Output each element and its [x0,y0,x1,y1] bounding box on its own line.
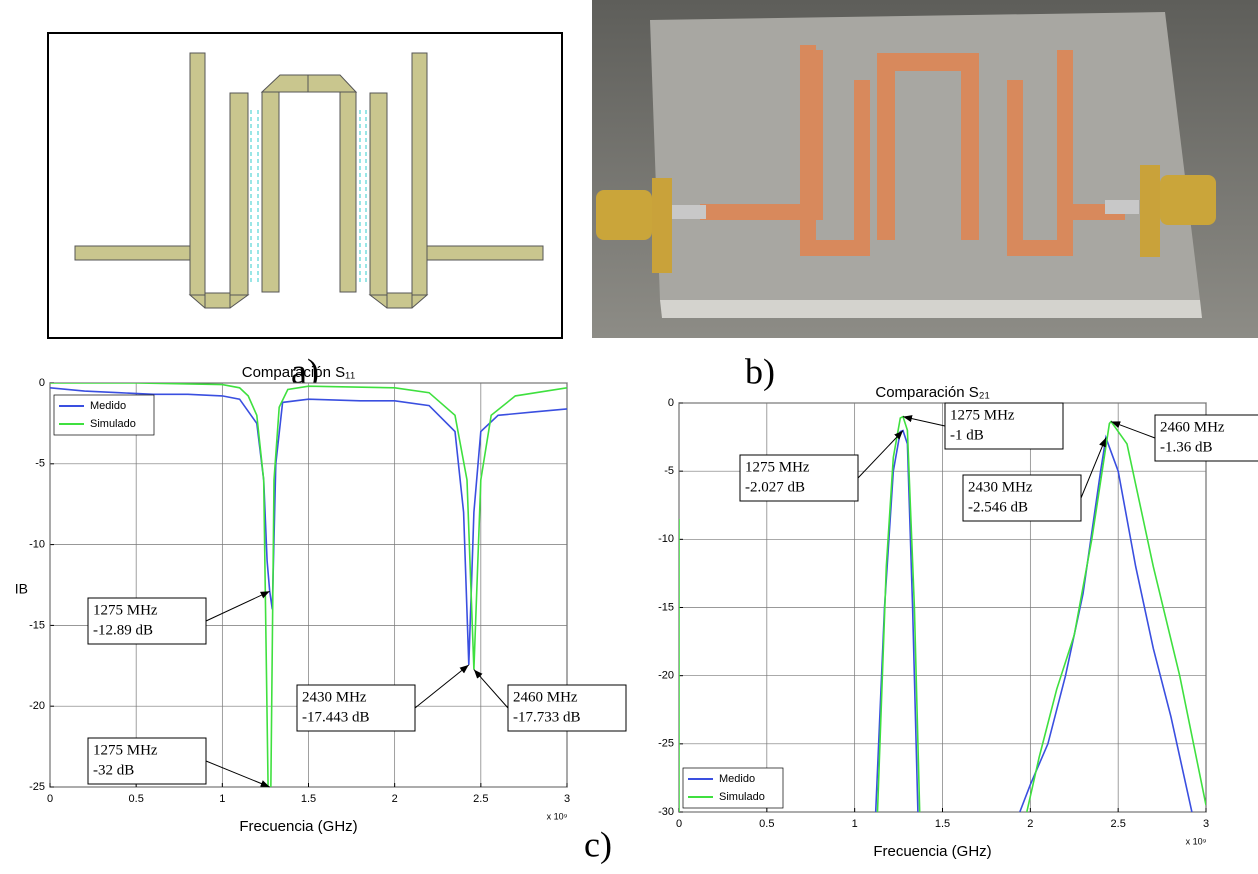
panel-label: b) [745,351,775,391]
annotation-box [296,684,416,732]
x-tick-label: 1.5 [935,818,950,830]
annotation-box [739,454,859,502]
y-tick-label: 0 [668,397,674,409]
series-line [679,415,1206,812]
x-tick-label: 1.5 [301,793,316,805]
annotation-text: 1275 MHz [950,407,1015,423]
x-tick-label: 1 [852,818,858,830]
annotation-text: -2.546 dB [968,499,1028,515]
y-tick-label: -10 [29,539,45,551]
y-tick-label: 0 [39,377,45,389]
y-axis-label: IB [15,581,28,597]
annotation-box [1154,414,1258,462]
x-axis-label: Frecuencia (GHz) [873,843,991,860]
x-tick-label: 0.5 [759,818,774,830]
legend-box [53,394,155,436]
annotation-text: -1 dB [950,427,984,443]
annotation-arrow [1110,421,1156,439]
x-tick-label: 2.5 [473,793,488,805]
annotation-text: 2430 MHz [968,479,1033,495]
annotation-text: -17.733 dB [513,709,581,725]
series-line [50,383,567,787]
annotation-text: -2.027 dB [745,479,805,495]
annotation-text: 1275 MHz [93,742,158,758]
panel-label: c) [584,824,612,864]
annotation-text: 2430 MHz [302,689,367,705]
annotation-arrow [473,669,509,709]
y-tick-label: -20 [29,700,45,712]
annotation-box [87,597,207,645]
annotation-box [507,684,627,732]
legend-box [682,767,784,809]
x-tick-label: 0 [676,818,682,830]
annotation-text: -17.443 dB [302,709,370,725]
legend-label: Simulado [719,791,765,803]
y-tick-label: -15 [658,601,674,613]
x-tick-label: 0.5 [129,793,144,805]
chart-title: Comparación S₁₁ [242,364,356,381]
x-tick-label: 2.5 [1111,818,1126,830]
annotation-text: 1275 MHz [745,459,810,475]
x-tick-label: 2 [392,793,398,805]
y-tick-label: -10 [658,533,674,545]
series-line [50,387,567,665]
annotation-box [962,474,1082,522]
y-tick-label: -30 [658,806,674,818]
annotation-arrow [205,590,270,622]
annotation-box [87,737,207,785]
x-axis-label: Frecuencia (GHz) [239,818,357,835]
annotation-text: 1275 MHz [93,602,158,618]
chart: 0-5-10-15-20-250 0.5 1 1.5 2 2.5 3Comparación … [15,364,627,835]
y-tick-label: -25 [658,738,674,750]
annotation-text: -1.36 dB [1160,439,1213,455]
chart: 0-5-10-15-20-25-300 0.5 1 1.5 2 2.5 3Comparaci… [658,384,1258,860]
photo [592,0,1258,338]
y-tick-label: -5 [664,465,674,477]
annotation-box [944,402,1064,450]
x-tick-label: 3 [564,793,570,805]
chart-title: Comparación S₂₁ [875,384,989,401]
legend-label: Medido [719,773,755,785]
legend-label: Simulado [90,418,136,430]
annotation-text: 2460 MHz [513,689,578,705]
y-tick-label: -5 [35,458,45,470]
y-tick-label: -25 [29,781,45,793]
annotation-text: 2460 MHz [1160,419,1225,435]
legend-label: Medido [90,400,126,412]
annotation-text: -32 dB [93,762,134,778]
x-tick-label: 3 [1203,818,1209,830]
x-tick-label: 1 [219,793,225,805]
y-tick-label: -20 [658,670,674,682]
x-axis-note: x 10⁹ [1186,836,1207,846]
annotation-arrow [414,664,470,709]
x-axis-note: x 10⁹ [547,811,568,821]
annotation-arrow [1080,437,1107,499]
x-tick-label: 0 [47,793,53,805]
x-tick-label: 2 [1027,818,1033,830]
annotation-text: -12.89 dB [93,622,153,638]
annotation-arrow [205,760,270,788]
layout-diagram [47,32,563,339]
annotation-arrow [902,415,946,427]
annotation-arrow [857,430,904,479]
y-tick-label: -15 [29,619,45,631]
